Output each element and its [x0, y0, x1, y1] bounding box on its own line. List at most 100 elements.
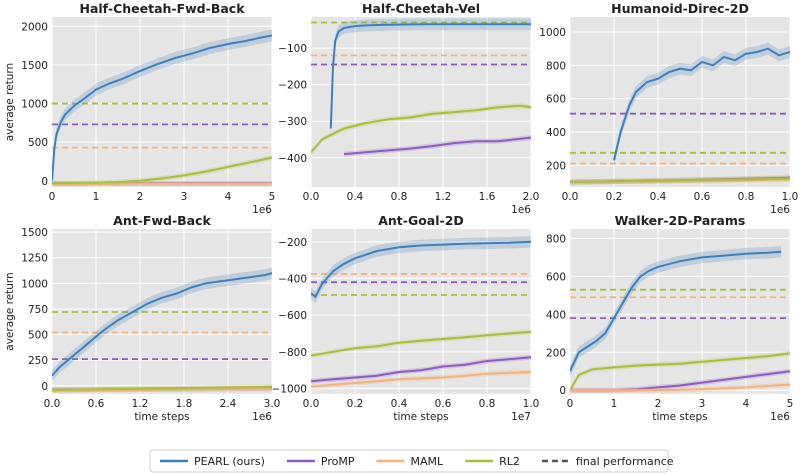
y-tick-label: −600 — [278, 310, 307, 322]
series-band — [570, 350, 790, 393]
plot-area — [570, 42, 790, 185]
axis-offset-label: 1e6 — [252, 411, 272, 423]
series-line — [311, 371, 531, 388]
series-band — [52, 29, 272, 187]
panel-title: Walker-2D-Params — [615, 213, 746, 228]
legend: PEARL (ours) ProMP MAML RL2 final performanc… — [149, 449, 674, 473]
plot-area — [311, 236, 531, 390]
x-tick-label: 0 — [567, 398, 574, 410]
x-tick-label: 2.0 — [523, 191, 540, 203]
x-tick-label: 0.8 — [391, 191, 408, 203]
y-tick-label: −200 — [278, 237, 307, 249]
x-axis-label: time steps — [652, 411, 707, 423]
x-tick-label: 0.2 — [606, 191, 623, 203]
x-tick-label: 5 — [787, 398, 794, 410]
series-line — [570, 250, 782, 372]
x-tick-label: 2 — [655, 398, 662, 410]
x-tick-label: 3 — [181, 191, 188, 203]
y-tick-label: 1500 — [21, 227, 48, 239]
x-tick-label: 1 — [611, 398, 618, 410]
y-tick-label: −1000 — [271, 384, 307, 396]
y-tick-label: 200 — [546, 160, 566, 172]
series-line — [329, 23, 531, 129]
x-tick-label: 0.2 — [347, 398, 364, 410]
panel-title: Humanoid-Direc-2D — [611, 1, 749, 16]
x-axis-label: time steps — [134, 411, 189, 423]
y-tick-label: 0 — [559, 385, 566, 397]
y-tick-label: 500 — [28, 137, 48, 149]
x-tick-label: 0.6 — [435, 398, 452, 410]
axis-offset-label: 1e6 — [252, 204, 272, 216]
series-line — [570, 352, 790, 391]
panel-title: Ant-Fwd-Back — [113, 213, 211, 228]
plot-background — [311, 17, 531, 187]
panel-0: Half-Cheetah-Fwd-Back 0 1 2 3 4 5 0 500 1000 1500 2… — [4, 1, 275, 216]
x-tick-label: 3 — [699, 398, 706, 410]
y-tick-label: −100 — [278, 43, 307, 55]
y-tick-label: 250 — [28, 355, 48, 367]
y-tick-label: 0 — [41, 176, 48, 188]
x-tick-label: 0.4 — [650, 191, 667, 203]
panel-5: Walker-2D-Params 0 1 2 3 4 5 0 200 400 600 800 1e6 ti… — [546, 213, 793, 423]
x-tick-label: 0 — [49, 191, 56, 203]
series-line — [311, 330, 531, 357]
series-band — [52, 267, 272, 382]
panel-title: Ant-Goal-2D — [378, 213, 464, 228]
y-axis-label: average return — [4, 63, 16, 141]
series-line — [52, 34, 272, 181]
y-tick-label: 400 — [546, 127, 566, 139]
x-tick-label: 2.4 — [220, 398, 237, 410]
axis-offset-label: 1e6 — [511, 204, 531, 216]
y-tick-label: 750 — [28, 304, 48, 316]
y-tick-label: 1000 — [539, 27, 566, 39]
x-tick-label: 1.8 — [176, 398, 193, 410]
x-tick-label: 0.4 — [347, 191, 364, 203]
legend-label: ProMP — [321, 455, 355, 468]
plot-area — [52, 267, 272, 393]
y-tick-label: 400 — [546, 309, 566, 321]
plot-background — [570, 229, 790, 394]
x-tick-label: 0.0 — [562, 191, 579, 203]
series-line — [52, 272, 272, 377]
y-tick-label: 800 — [546, 233, 566, 245]
plot-area — [52, 29, 272, 187]
y-tick-label: −800 — [278, 347, 307, 359]
panel-3: Ant-Fwd-Back 0.0 0.6 1.2 1.8 2.4 3.0 0 250 500 750… — [4, 213, 280, 423]
y-tick-label: 800 — [546, 60, 566, 72]
plot-background — [311, 229, 531, 394]
y-tick-label: 600 — [546, 94, 566, 106]
series-line — [311, 104, 531, 153]
x-tick-label: 0.4 — [391, 398, 408, 410]
x-tick-label: 0.0 — [44, 398, 61, 410]
y-tick-label: 600 — [546, 271, 566, 283]
legend-label: MAML — [411, 455, 445, 468]
x-tick-label: 1.0 — [523, 398, 540, 410]
axis-offset-label: 1e7 — [511, 411, 531, 423]
series-line — [343, 136, 531, 156]
axis-offset-label: 1e6 — [770, 411, 790, 423]
y-tick-label: −400 — [278, 153, 307, 165]
x-tick-label: 1.2 — [132, 398, 149, 410]
y-tick-label: 1000 — [21, 278, 48, 290]
panel-title: Half-Cheetah-Vel — [362, 1, 480, 16]
x-tick-label: 0.8 — [479, 398, 496, 410]
x-tick-label: 3.0 — [264, 398, 281, 410]
series-band — [330, 18, 531, 135]
legend-label: final performance — [576, 455, 674, 468]
plot-area — [570, 246, 790, 393]
y-axis-label: average return — [4, 272, 16, 350]
legend-label: PEARL (ours) — [194, 455, 265, 468]
series-band — [614, 42, 790, 167]
series-line — [570, 383, 790, 392]
x-tick-label: 4 — [225, 191, 232, 203]
legend-box — [149, 449, 669, 473]
panel-title: Half-Cheetah-Fwd-Back — [79, 1, 245, 16]
x-tick-label: 0.0 — [303, 398, 320, 410]
series-line — [613, 47, 790, 161]
y-tick-label: −200 — [278, 80, 307, 92]
series-band — [311, 236, 531, 303]
y-tick-label: 1500 — [21, 60, 48, 72]
x-tick-label: 1.6 — [479, 191, 496, 203]
legend-label: RL2 — [499, 455, 520, 468]
